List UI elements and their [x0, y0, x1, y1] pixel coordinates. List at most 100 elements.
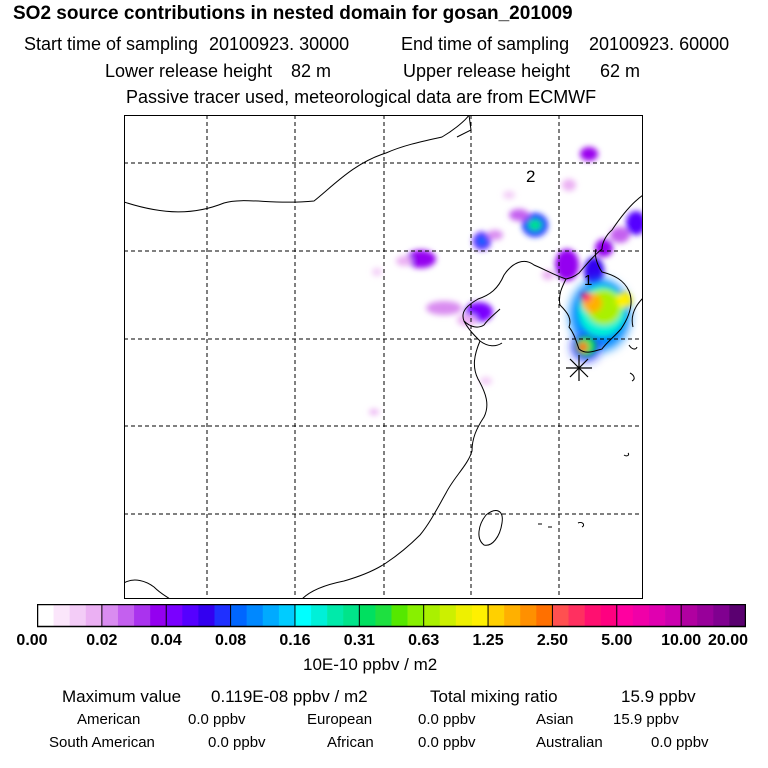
colorbar-swatch [391, 604, 408, 627]
max-value: 0.119E-08 ppbv / m2 [211, 687, 368, 706]
colorbar-swatch [53, 604, 70, 627]
concentration-field [369, 147, 643, 415]
colorbar-swatch [117, 604, 135, 627]
plume-core [616, 292, 632, 308]
region-value: 0.0 ppbv [418, 711, 476, 728]
colorbar-tick-label: 0.04 [150, 632, 182, 649]
receptor-marker [566, 355, 592, 381]
colorbar-swatch [214, 604, 231, 627]
colorbar-swatch [407, 604, 424, 627]
end-time-value: 20100923. 60000 [589, 34, 730, 54]
colorbar-swatch [632, 604, 650, 627]
colorbar-swatch [471, 604, 489, 627]
plume-patch [487, 230, 503, 240]
map-frame [124, 115, 643, 599]
coastline-japan [631, 297, 643, 328]
coastline-island [538, 523, 552, 528]
map-panel: 2 1 [124, 115, 643, 599]
end-time-label: End time of sampling [401, 34, 570, 54]
colorbar-swatch [375, 604, 392, 627]
plume-patch [457, 314, 477, 326]
lower-height-label: Lower release height [105, 61, 273, 81]
plume-core [581, 292, 591, 302]
region-name: African [327, 734, 374, 751]
colorbar-tick-label: 0.63 [408, 632, 440, 649]
colorbar-swatch [423, 604, 441, 627]
upper-height-value: 62 m [600, 61, 641, 81]
region-value: 0.0 ppbv [418, 734, 476, 751]
colorbar-swatch [648, 604, 666, 627]
upper-height-label: Upper release height [403, 61, 571, 81]
plume-patch [369, 409, 379, 415]
region-value: 0.0 ppbv [188, 711, 246, 728]
lower-height-value: 82 m [291, 61, 332, 81]
max-value-label: Maximum value [62, 687, 182, 706]
coastlines [124, 115, 643, 599]
colorbar-swatch [359, 604, 376, 627]
plume-patch [372, 268, 382, 276]
colorbar-swatch [327, 604, 344, 627]
region-name: American [77, 711, 141, 728]
colorbar-swatch [697, 604, 714, 627]
data-note: Passive tracer used, meteorological data… [126, 87, 597, 107]
plume-patch [480, 377, 492, 385]
colorbar-swatch [681, 604, 698, 627]
coastline-island [629, 372, 635, 382]
coastline-bohai [462, 260, 567, 328]
plume-patch [562, 179, 576, 191]
colorbar-tick-label: 0.00 [16, 632, 48, 649]
colorbar-tick-label: 20.00 [707, 632, 749, 649]
region-value: 0.0 ppbv [208, 734, 266, 751]
colorbar [37, 604, 746, 628]
plume-patch [610, 227, 630, 243]
colorbar-swatch [488, 604, 505, 627]
graticule [124, 115, 643, 599]
coastline-japan [628, 344, 638, 350]
coastline-taiwan [478, 510, 503, 546]
colorbar-swatch [520, 604, 537, 627]
colorbar-swatch [584, 604, 601, 627]
region-value: 0.0 ppbv [651, 734, 709, 751]
region-value: 15.9 ppbv [613, 711, 679, 728]
region-name: Asian [536, 711, 574, 728]
colorbar-swatch [600, 604, 618, 627]
plume-core [578, 342, 588, 352]
plume-patch [503, 191, 515, 199]
colorbar-tick-label: 2.50 [536, 632, 568, 649]
colorbar-tick-label: 0.16 [279, 632, 311, 649]
colorbar-frame [37, 604, 746, 628]
colorbar-tick-label: 10.00 [661, 632, 702, 649]
colorbar-swatch [230, 604, 247, 627]
colorbar-unit: 10E-10 ppbv / m2 [303, 655, 438, 674]
plume-patch [528, 219, 542, 231]
point-label-1: 1 [584, 272, 592, 289]
region-name: Australian [536, 734, 603, 751]
colorbar-swatch [262, 604, 280, 627]
plume-patch [580, 147, 598, 161]
colorbar-swatch [182, 604, 199, 627]
plume-patch [406, 250, 436, 268]
plume-patch [509, 209, 529, 221]
colorbar-tick-label: 0.31 [343, 632, 375, 649]
colorbar-swatch [552, 604, 569, 627]
colorbar-swatch [311, 604, 328, 627]
colorbar-swatch [294, 604, 312, 627]
point-label-2: 2 [526, 167, 535, 186]
colorbar-swatch [37, 604, 54, 627]
colorbar-swatch [504, 604, 521, 627]
coastline-south [124, 579, 171, 599]
colorbar-swatch [536, 604, 553, 627]
colorbar-swatch [665, 604, 682, 627]
figure-title: SO2 source contributions in nested domai… [13, 3, 573, 24]
start-time-value: 20100923. 30000 [209, 34, 350, 54]
colorbar-swatch [278, 604, 296, 627]
plume-patch [626, 211, 643, 235]
colorbar-swatch [616, 604, 634, 627]
region-name: South American [49, 734, 155, 751]
plume-patch [555, 249, 579, 281]
colorbar-tick-label: 5.00 [601, 632, 633, 649]
colorbar-swatch [568, 604, 585, 627]
start-time-label: Start time of sampling [24, 34, 199, 54]
colorbar-swatch [455, 604, 473, 627]
border-line [456, 115, 472, 138]
